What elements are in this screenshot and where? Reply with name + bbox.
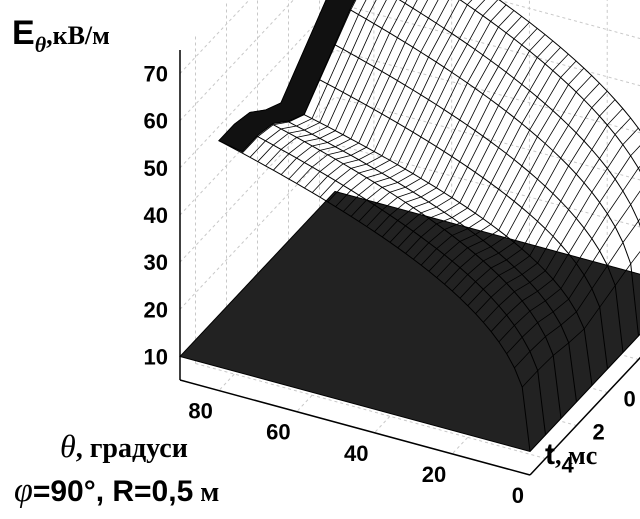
theta-tick-label: 40 (344, 441, 368, 466)
axis-layer (179, 50, 640, 476)
z-gridline (179, 0, 640, 122)
t-floor-gridline (195, 363, 546, 459)
theta-axis (179, 379, 531, 476)
z-gridline (179, 2, 640, 169)
surface-theta-line (335, 0, 486, 207)
surface-theta-line (343, 0, 499, 212)
surface-theta-line (436, 75, 592, 278)
surface-theta-line (397, 40, 554, 249)
z-gridline (179, 49, 640, 216)
surface-theta-line (459, 99, 616, 299)
z-gridline (179, 96, 640, 263)
z-tick-label: 10 (144, 344, 168, 369)
z-tick-label: 40 (144, 203, 168, 228)
surface-theta-line (296, 0, 429, 184)
parameters-caption: φ=90°, R=0,5 м (14, 472, 220, 509)
surface-layer (179, 0, 640, 452)
theta-tick-label: 20 (422, 462, 446, 487)
t-tick-label: 4 (562, 453, 575, 478)
surface-theta-line (265, 0, 387, 167)
surface-theta-line (483, 127, 639, 323)
theta-tick-label: 0 (512, 483, 524, 508)
surface-theta-line (280, 0, 408, 175)
surface-theta-line (475, 117, 631, 314)
z-tick-label: 20 (144, 297, 168, 322)
surface-theta-line (451, 90, 608, 292)
surface-theta-line (350, 4, 507, 217)
surface-theta-line (257, 0, 377, 162)
z-gridline (179, 143, 640, 310)
z-tick-label: 60 (144, 109, 168, 134)
surface-theta-line (273, 0, 398, 171)
surface-theta-line (288, 0, 418, 180)
surface-theta-line (420, 60, 577, 266)
surface-theta-line (413, 53, 569, 260)
surface-theta-line (327, 0, 473, 203)
surface-theta-line (319, 0, 460, 198)
surface-theta-line (405, 47, 561, 254)
surface-theta-line (467, 108, 624, 306)
z-tick-label: 70 (144, 62, 168, 87)
surface-theta-line (490, 145, 640, 332)
surface-theta-line (389, 34, 546, 243)
surface-theta-line (249, 0, 367, 158)
surface-theta-line (358, 10, 515, 222)
surface-theta-line (304, 0, 439, 189)
surface-ridge (218, 0, 356, 153)
t-axis (529, 356, 640, 476)
surface-floor (179, 190, 640, 452)
z-tick-label: 50 (144, 156, 168, 181)
z-axis-label: Eθ,кВ/м (12, 14, 110, 57)
t-tick-label: 0 (624, 387, 636, 412)
surface-theta-line (498, 165, 640, 343)
surface-theta-line (514, 218, 640, 369)
surface-theta-line (366, 16, 522, 227)
surface-theta-line (311, 0, 450, 193)
surface-theta-line (381, 28, 538, 238)
theta-tick-label: 80 (188, 399, 212, 424)
surface-theta-line (521, 250, 640, 388)
t-tick-label: 2 (593, 420, 605, 445)
theta-tick-label: 60 (266, 420, 290, 445)
theta-axis-label: θ, градуси (60, 428, 188, 464)
surface-theta-line (529, 333, 640, 452)
surface-theta-line (444, 82, 600, 285)
surface-theta-line (506, 190, 640, 354)
z-tick-label: 30 (144, 250, 168, 275)
z-gridline (179, 0, 250, 74)
surface-theta-line (428, 67, 585, 272)
surface-theta-line (374, 22, 530, 232)
time-axis-label: t, мс (545, 438, 598, 471)
